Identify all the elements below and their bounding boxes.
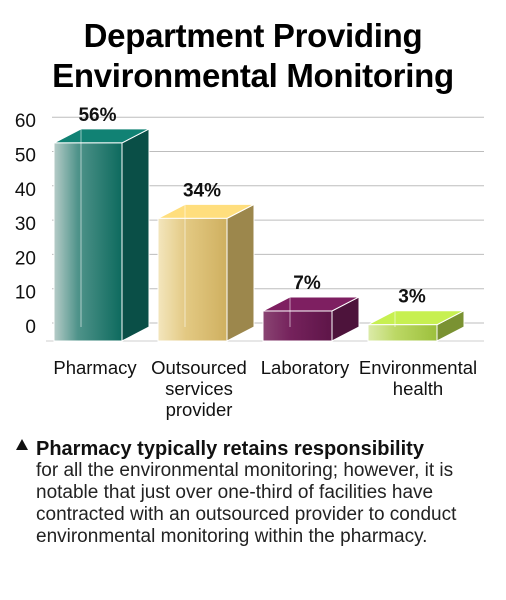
bars — [53, 128, 465, 342]
triangle-bullet-icon — [16, 439, 28, 450]
category-label-3-line-0: Environmental — [359, 357, 477, 378]
data-label-0: 56% — [78, 105, 116, 126]
data-label-2: 7% — [293, 273, 321, 294]
y-tick-label: 40 — [15, 180, 36, 201]
y-tick-label: 10 — [15, 283, 36, 304]
data-labels: 56% 34% 7% 3% — [78, 105, 425, 308]
data-label-3: 3% — [398, 287, 426, 308]
y-tick-label: 30 — [15, 214, 36, 235]
category-label-0-line-0: Pharmacy — [53, 357, 137, 378]
bar-side-face — [226, 203, 255, 342]
caption-lead: Pharmacy typically retains responsibilit… — [36, 438, 424, 460]
category-label-2-line-0: Laboratory — [261, 357, 350, 378]
data-label-1: 34% — [183, 180, 221, 201]
chart-title: Department Providing Environmental Monit… — [0, 16, 506, 96]
bar-front-face — [262, 310, 333, 342]
y-tick-label: 20 — [15, 248, 36, 269]
category-label-1-line-0: Outsourced — [151, 357, 247, 378]
bar-front-face — [367, 324, 438, 342]
bar-1 — [157, 203, 255, 342]
bar-3 — [367, 309, 465, 342]
y-tick-label: 50 — [15, 146, 36, 167]
caption-note: Pharmacy typically retains responsibilit… — [16, 438, 496, 548]
bar-chart: 0 10 20 30 40 50 60 56% 34% 7% 3% Pharmacy Outsour… — [15, 105, 484, 420]
chart-title-line-1: Department Providing — [83, 17, 423, 54]
bar-front-face — [53, 142, 123, 342]
bar-front-face — [157, 217, 228, 342]
chart-title-line-2: Environmental Monitoring — [52, 57, 454, 94]
y-axis: 0 10 20 30 40 50 60 — [15, 111, 36, 338]
category-label-1-line-2: provider — [166, 399, 233, 420]
bar-2 — [262, 296, 360, 342]
category-label-1-line-1: services — [165, 378, 233, 399]
bar-side-face — [121, 128, 150, 342]
y-tick-label: 60 — [15, 111, 36, 132]
bar-0 — [53, 128, 150, 342]
y-tick-label: 0 — [25, 317, 36, 338]
category-label-3-line-1: health — [393, 378, 443, 399]
caption-text: for all the environmental monitoring; ho… — [36, 460, 457, 547]
